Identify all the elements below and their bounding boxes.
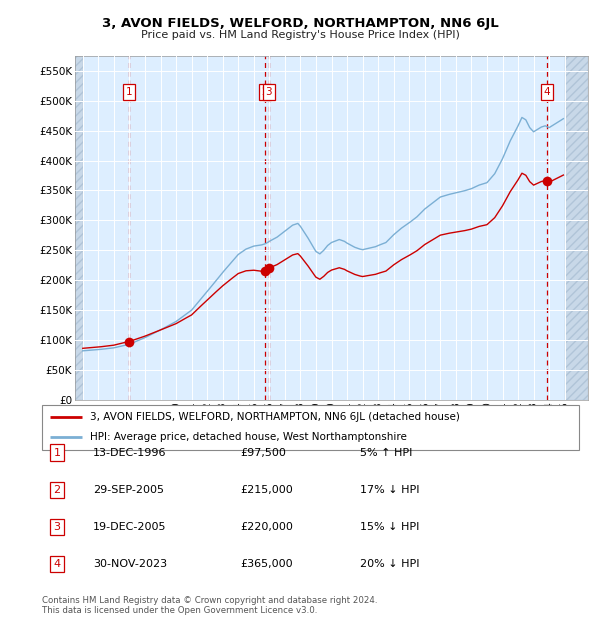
Bar — [565, 56, 588, 400]
Text: £220,000: £220,000 — [240, 522, 293, 532]
Text: 3: 3 — [265, 87, 272, 97]
Text: 30-NOV-2023: 30-NOV-2023 — [93, 559, 167, 569]
Text: 13-DEC-1996: 13-DEC-1996 — [93, 448, 167, 458]
Text: Contains HM Land Registry data © Crown copyright and database right 2024.
This d: Contains HM Land Registry data © Crown c… — [42, 596, 377, 615]
Text: 4: 4 — [53, 559, 61, 569]
Text: 3, AVON FIELDS, WELFORD, NORTHAMPTON, NN6 6JL (detached house): 3, AVON FIELDS, WELFORD, NORTHAMPTON, NN… — [91, 412, 460, 422]
Text: 20% ↓ HPI: 20% ↓ HPI — [360, 559, 419, 569]
Text: 19-DEC-2005: 19-DEC-2005 — [93, 522, 167, 532]
Text: 17% ↓ HPI: 17% ↓ HPI — [360, 485, 419, 495]
Text: £97,500: £97,500 — [240, 448, 286, 458]
Text: £365,000: £365,000 — [240, 559, 293, 569]
Text: 3, AVON FIELDS, WELFORD, NORTHAMPTON, NN6 6JL: 3, AVON FIELDS, WELFORD, NORTHAMPTON, NN… — [101, 17, 499, 30]
Text: 4: 4 — [544, 87, 551, 97]
Text: 2: 2 — [53, 485, 61, 495]
Text: £215,000: £215,000 — [240, 485, 293, 495]
Text: 3: 3 — [53, 522, 61, 532]
Text: Price paid vs. HM Land Registry's House Price Index (HPI): Price paid vs. HM Land Registry's House … — [140, 30, 460, 40]
Text: 15% ↓ HPI: 15% ↓ HPI — [360, 522, 419, 532]
Text: 5% ↑ HPI: 5% ↑ HPI — [360, 448, 412, 458]
Text: 2: 2 — [262, 87, 268, 97]
FancyBboxPatch shape — [42, 405, 579, 450]
Text: 1: 1 — [53, 448, 61, 458]
Text: 1: 1 — [125, 87, 132, 97]
Text: 29-SEP-2005: 29-SEP-2005 — [93, 485, 164, 495]
Text: HPI: Average price, detached house, West Northamptonshire: HPI: Average price, detached house, West… — [91, 432, 407, 443]
Bar — [75, 56, 83, 400]
